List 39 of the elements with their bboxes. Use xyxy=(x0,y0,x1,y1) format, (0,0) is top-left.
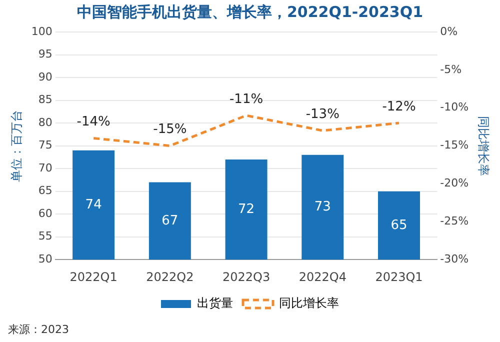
legend-label: 出货量 xyxy=(197,296,233,310)
y2-axis-title: 同比增长率 xyxy=(476,116,491,176)
x-tick-label: 2022Q2 xyxy=(146,270,194,284)
y-tick-label: 90 xyxy=(38,70,52,84)
data-label: -13% xyxy=(306,107,340,122)
chart-title: 中国智能手机出货量、增长率，2022Q1-2023Q1 xyxy=(76,2,424,21)
data-label: -15% xyxy=(153,122,187,138)
x-tick-label: 2022Q1 xyxy=(70,270,118,284)
y-tick-label: 65 xyxy=(38,184,52,198)
y2-tick-label: -25% xyxy=(440,214,469,228)
data-label: -12% xyxy=(382,99,416,114)
data-label: 72 xyxy=(238,202,255,217)
x-tick-label: 2022Q3 xyxy=(222,270,270,284)
y-tick-label: 100 xyxy=(31,24,52,38)
legend-label: 同比增长率 xyxy=(279,296,339,310)
y-tick-label: 75 xyxy=(38,138,52,152)
y-tick-label: 55 xyxy=(38,230,52,243)
data-label: -14% xyxy=(76,114,110,130)
y2-tick-label: -30% xyxy=(440,252,469,266)
y-tick-label: 80 xyxy=(38,116,52,129)
y-tick-label: 70 xyxy=(38,161,52,174)
x-tick-label: 2023Q1 xyxy=(375,270,423,284)
x-tick-label: 2022Q4 xyxy=(298,270,346,284)
y-tick-label: 60 xyxy=(38,206,52,220)
y2-tick-label: -10% xyxy=(440,100,469,114)
y-tick-label: 85 xyxy=(38,93,52,106)
data-label: 67 xyxy=(162,213,178,228)
y-tick-label: 50 xyxy=(38,252,52,266)
data-label: 65 xyxy=(390,218,408,233)
y-axis-title: 单位：百万台 xyxy=(9,110,24,182)
y2-tick-label: -20% xyxy=(440,176,469,190)
y-tick-label: 95 xyxy=(38,48,52,61)
y2-tick-label: -15% xyxy=(440,138,469,152)
data-label: -11% xyxy=(229,92,264,107)
data-label: 73 xyxy=(314,200,331,215)
data-label: 74 xyxy=(85,197,102,212)
y2-tick-label: -5% xyxy=(440,62,462,76)
source-note: 来源：2023 xyxy=(8,323,69,336)
y2-tick-label: 0% xyxy=(440,24,458,38)
